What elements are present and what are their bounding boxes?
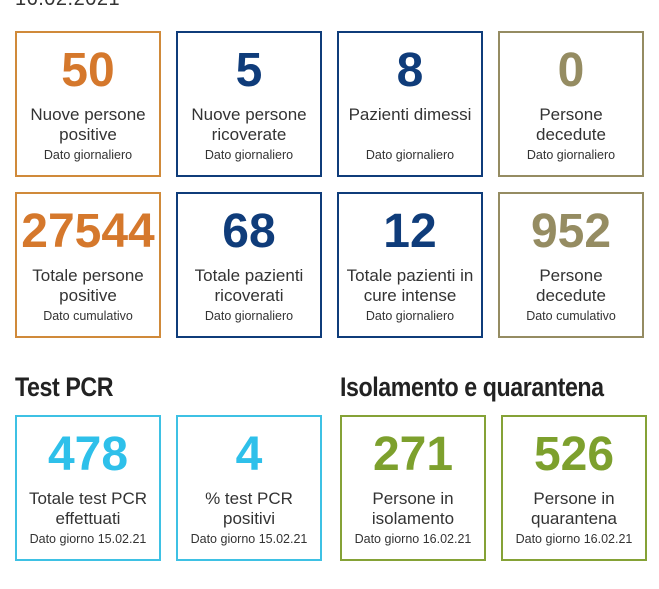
stat-label: % test PCR positivi [205,489,293,528]
stat-value: 478 [47,428,129,481]
stat-label: Nuove persone ricoverate [191,105,307,144]
stat-subtitle: Dato cumulativo [526,309,616,323]
stat-card-deceased-daily: 0 Persone decedute Dato giornaliero [498,31,644,177]
stat-value: 271 [372,428,454,481]
stat-card-pcr-positive-percent: 4 % test PCR positivi Dato giorno 15.02.… [176,415,322,561]
stat-subtitle: Dato cumulativo [43,309,133,323]
stat-subtitle: Dato giornaliero [365,309,455,323]
stat-subtitle: Dato giorno 16.02.21 [354,532,472,546]
stat-value: 27544 [21,205,155,258]
stat-card-total-hospitalized: 68 Totale pazienti ricoverati Dato giorn… [176,192,322,338]
stat-label: Persone decedute [536,105,606,144]
stat-label: Totale pazienti in cure intense [346,266,474,305]
stat-card-deceased-cumulative: 952 Persone decedute Dato cumulativo [498,192,644,338]
stat-label: Persone in quarantena [530,489,618,528]
stat-label: Totale test PCR effettuati [28,489,148,528]
stat-card-pcr-tests: 478 Totale test PCR effettuati Dato gior… [15,415,161,561]
stat-card-new-positive: 50 Nuove persone positive Dato giornalie… [15,31,161,177]
stat-label: Totale pazienti ricoverati [194,266,304,305]
stat-subtitle: Dato giorno 15.02.21 [29,532,147,546]
stat-value: 952 [530,205,612,258]
stat-value: 12 [383,205,437,258]
stat-card-isolation: 271 Persone in isolamento Dato giorno 16… [340,415,486,561]
stat-value: 0 [557,44,585,97]
stat-subtitle: Dato giornaliero [43,148,133,162]
stat-card-quarantine: 526 Persone in quarantena Dato giorno 16… [501,415,647,561]
stat-card-new-hospitalized: 5 Nuove persone ricoverate Dato giornali… [176,31,322,177]
stat-card-total-positive: 27544 Totale persone positive Dato cumul… [15,192,161,338]
stat-subtitle: Dato giornaliero [365,148,455,162]
stat-subtitle: Dato giornaliero [204,309,294,323]
stat-subtitle: Dato giorno 15.02.21 [190,532,308,546]
stat-label: Nuove persone positive [30,105,146,144]
stat-value: 5 [235,44,263,97]
stat-subtitle: Dato giornaliero [204,148,294,162]
stat-label: Totale persone positive [32,266,144,305]
report-date: 16.02.2021 [15,0,120,11]
stat-value: 8 [396,44,424,97]
stat-card-intensive-care: 12 Totale pazienti in cure intense Dato … [337,192,483,338]
section-title-isolation: Isolamento e quarantena [340,372,604,402]
stat-value: 4 [235,428,263,481]
stat-card-discharged: 8 Pazienti dimessi Dato giornaliero [337,31,483,177]
stat-label: Pazienti dimessi [348,105,472,124]
stat-value: 50 [61,44,115,97]
stat-label: Persone in isolamento [371,489,455,528]
section-title-test-pcr: Test PCR [15,372,114,402]
stat-value: 68 [222,205,276,258]
stat-subtitle: Dato giorno 16.02.21 [515,532,633,546]
stat-subtitle: Dato giornaliero [526,148,616,162]
stat-value: 526 [533,428,615,481]
stat-label: Persone decedute [536,266,606,305]
